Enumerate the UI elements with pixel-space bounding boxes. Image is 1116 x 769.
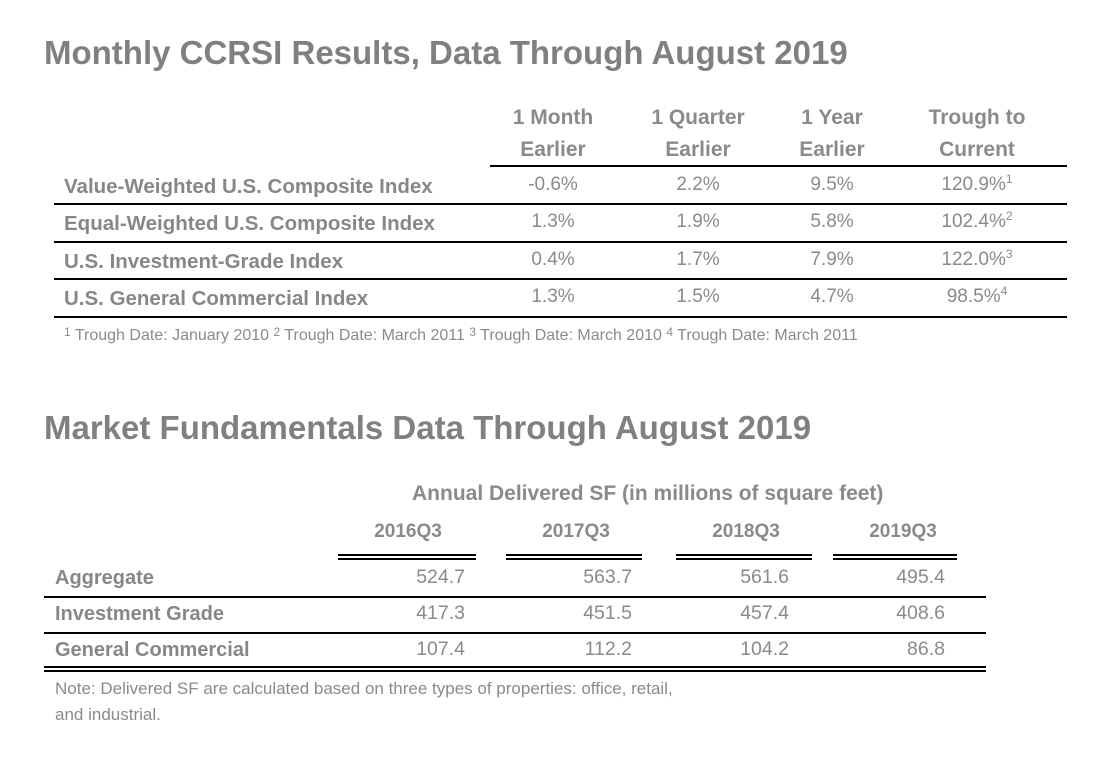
footnote-text: Trough Date: March 2011 [280, 327, 470, 344]
col-underline [676, 554, 812, 560]
col-header-2017q3: 2017Q3 [542, 521, 610, 542]
cell-2016q3: 417.3 [416, 602, 465, 624]
col-underline [833, 554, 957, 560]
trough-value: 98.5% [946, 286, 1001, 307]
ccrsi-title: Monthly CCRSI Results, Data Through Augu… [44, 34, 848, 71]
footnote-marker: 2 [1005, 209, 1013, 223]
cell-2018q3: 104.2 [740, 638, 789, 660]
row-label: U.S. Investment-Grade Index [64, 250, 344, 273]
footnote-text: Trough Date: March 2010 [476, 327, 667, 344]
col-header-line1: 1 Quarter [651, 106, 745, 129]
cell-1-year: 4.7% [810, 286, 854, 307]
col-header-line1: Trough to [928, 106, 1026, 129]
col-header-line2: Earlier [520, 138, 586, 161]
note-line: Note: Delivered SF are calculated based … [55, 679, 673, 698]
cell-trough: 120.9%1 [912, 172, 1042, 196]
cell-1-month: 1.3% [531, 211, 575, 232]
cell-2017q3: 112.2 [584, 638, 632, 660]
col-header-line1: 1 Year [801, 106, 863, 129]
row-label: U.S. General Commercial Index [64, 287, 369, 310]
col-header-1-month: 1 Month Earlier [493, 102, 613, 166]
footnote-marker: 1 [1005, 172, 1013, 186]
row-label: Value-Weighted U.S. Composite Index [64, 175, 433, 198]
col-header-2019q3: 2019Q3 [869, 521, 937, 542]
footnote-text: Trough Date: March 2011 [673, 327, 858, 344]
header-divider [490, 165, 1067, 167]
trough-value: 120.9% [941, 174, 1006, 195]
col-header-line1: 1 Month [512, 106, 594, 129]
cell-2019q3: 495.4 [896, 566, 945, 588]
cell-2017q3: 563.7 [583, 566, 632, 588]
cell-2016q3: 107.4 [416, 638, 465, 660]
row-divider [54, 203, 1067, 205]
row-divider [44, 632, 986, 634]
row-label: General Commercial [55, 639, 250, 661]
cell-1-month: -0.6% [528, 174, 578, 195]
cell-2018q3: 457.4 [740, 602, 789, 624]
row-divider [54, 278, 1067, 280]
col-underline [338, 554, 476, 560]
cell-trough: 122.0%3 [912, 247, 1042, 271]
footnote-marker: 3 [469, 325, 476, 339]
delivered-sf-note: Note: Delivered SF are calculated based … [55, 676, 815, 728]
cell-2019q3: 86.8 [907, 638, 945, 660]
group-header: Annual Delivered SF (in millions of squa… [412, 482, 884, 505]
cell-1-year: 9.5% [810, 174, 854, 195]
row-divider [44, 596, 986, 598]
col-header-line2: Current [939, 138, 1015, 161]
row-label: Investment Grade [55, 603, 224, 625]
col-underline [506, 554, 642, 560]
footnote-marker: 1 [64, 325, 71, 339]
cell-1-year: 5.8% [810, 211, 854, 232]
cell-1-month: 0.4% [531, 249, 575, 270]
market-fundamentals-title: Market Fundamentals Data Through August … [44, 409, 812, 446]
row-label: Equal-Weighted U.S. Composite Index [64, 212, 435, 235]
cell-1-quarter: 1.5% [676, 286, 720, 307]
footnote-marker: 2 [273, 325, 281, 339]
cell-2017q3: 451.5 [583, 602, 632, 624]
trough-footnotes: 1 Trough Date: January 2010 2 Trough Dat… [64, 325, 858, 345]
cell-2016q3: 524.7 [416, 566, 465, 588]
cell-trough: 98.5%4 [912, 284, 1042, 308]
cell-2019q3: 408.6 [896, 602, 945, 624]
footnote-marker: 4 [666, 325, 674, 339]
row-label: Aggregate [55, 567, 154, 589]
col-header-trough: Trough to Current [912, 102, 1042, 166]
footnote-text: Trough Date: January 2010 [70, 327, 274, 344]
col-header-2016q3: 2016Q3 [374, 521, 442, 542]
trough-value: 102.4% [941, 211, 1006, 232]
table-bottom-border [54, 316, 1067, 318]
col-header-1-year: 1 Year Earlier [772, 102, 892, 166]
cell-trough: 102.4%2 [912, 209, 1042, 233]
note-line: and industrial. [55, 705, 161, 724]
col-header-line2: Earlier [665, 138, 731, 161]
cell-1-quarter: 1.9% [676, 211, 720, 232]
cell-1-quarter: 2.2% [676, 174, 720, 195]
cell-1-quarter: 1.7% [676, 249, 720, 270]
footnote-marker: 4 [1000, 284, 1008, 298]
row-divider [54, 241, 1067, 243]
col-header-1-quarter: 1 Quarter Earlier [633, 102, 763, 166]
trough-value: 122.0% [941, 249, 1006, 270]
col-header-2018q3: 2018Q3 [712, 521, 780, 542]
footnote-marker: 3 [1005, 247, 1013, 261]
cell-2018q3: 561.6 [740, 566, 789, 588]
cell-1-year: 7.9% [810, 249, 854, 270]
col-header-line2: Earlier [799, 138, 865, 161]
cell-1-month: 1.3% [531, 286, 575, 307]
table-bottom-border [44, 666, 986, 672]
